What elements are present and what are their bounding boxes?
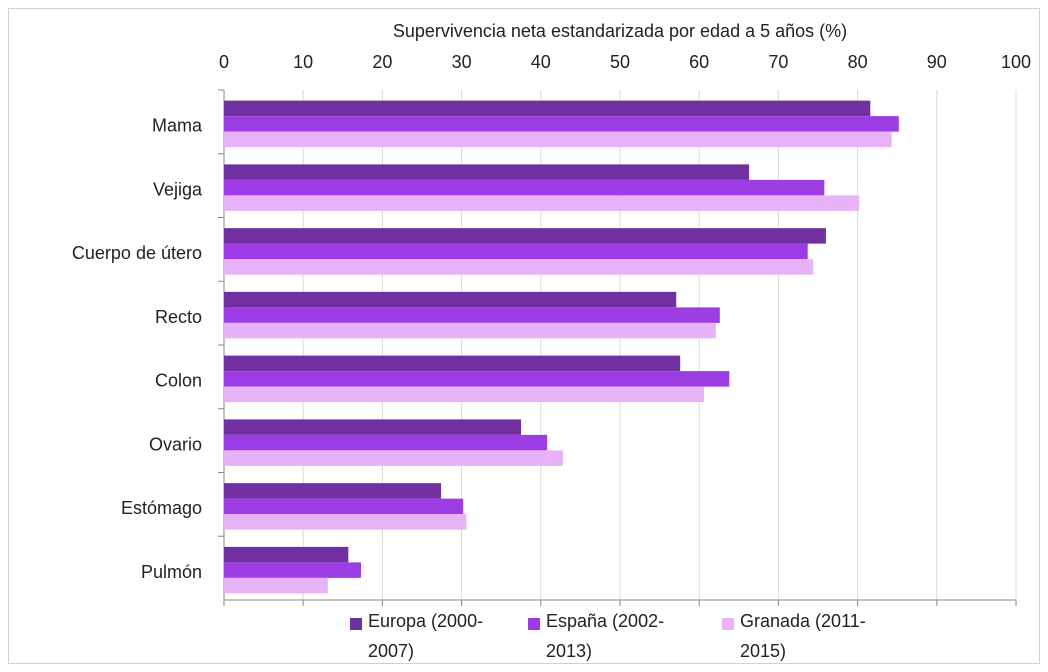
bar: [224, 355, 681, 372]
bar: [224, 116, 899, 132]
legend-item: Europa (2000-2007): [350, 611, 498, 666]
bar: [224, 259, 814, 275]
bar: [224, 450, 563, 466]
legend-label: Europa (2000-2007): [368, 611, 484, 661]
y-tick-label: Recto: [155, 307, 202, 327]
bar: [224, 291, 677, 308]
bar: [224, 307, 720, 323]
bar: [224, 577, 328, 594]
bar: [224, 371, 730, 387]
legend-item: Granada (2011-2015): [722, 611, 870, 666]
y-tick-label: Pulmón: [141, 562, 202, 582]
x-tick-label: 20: [372, 52, 392, 72]
x-tick-label: 10: [293, 52, 313, 72]
x-tick-label: 60: [689, 52, 709, 72]
bar: [224, 419, 521, 435]
y-tick-label: Colon: [155, 371, 202, 391]
x-tick-label: 0: [219, 52, 229, 72]
x-tick-label: 100: [1001, 52, 1031, 72]
bar: [224, 243, 808, 260]
y-tick-label: Vejiga: [153, 179, 203, 199]
legend-label: España (2002-2013): [546, 611, 665, 661]
y-tick-label: Estómago: [121, 498, 202, 518]
x-tick-label: 90: [927, 52, 947, 72]
legend-swatch: [528, 618, 540, 630]
bar: [224, 562, 362, 578]
y-tick-label: Mama: [152, 116, 203, 136]
legend-swatch: [722, 618, 734, 630]
bar: [224, 179, 825, 196]
bar: [224, 228, 826, 244]
x-tick-label: 80: [848, 52, 868, 72]
legend-label: Granada (2011-2015): [740, 611, 866, 661]
y-tick-label: Ovario: [149, 434, 202, 454]
bar: [224, 131, 892, 148]
x-tick-label: 40: [531, 52, 551, 72]
y-tick-label: Cuerpo de útero: [72, 243, 202, 263]
chart-border: [8, 8, 1040, 664]
chart-title: Supervivencia neta estandarizada por eda…: [393, 21, 847, 41]
bar: [224, 195, 860, 211]
bar: [224, 498, 464, 515]
x-tick-label: 50: [610, 52, 630, 72]
legend-swatch: [350, 618, 362, 630]
bar: [224, 483, 442, 499]
x-tick-label: 30: [452, 52, 472, 72]
bar: [224, 386, 704, 403]
bar: [224, 546, 349, 563]
bar: [224, 434, 548, 451]
x-tick-label: 70: [768, 52, 788, 72]
bar: [224, 164, 750, 180]
bar: [224, 100, 871, 117]
legend-item: España (2002-2013): [528, 611, 676, 666]
bar: [224, 514, 467, 530]
bar: [224, 322, 716, 339]
